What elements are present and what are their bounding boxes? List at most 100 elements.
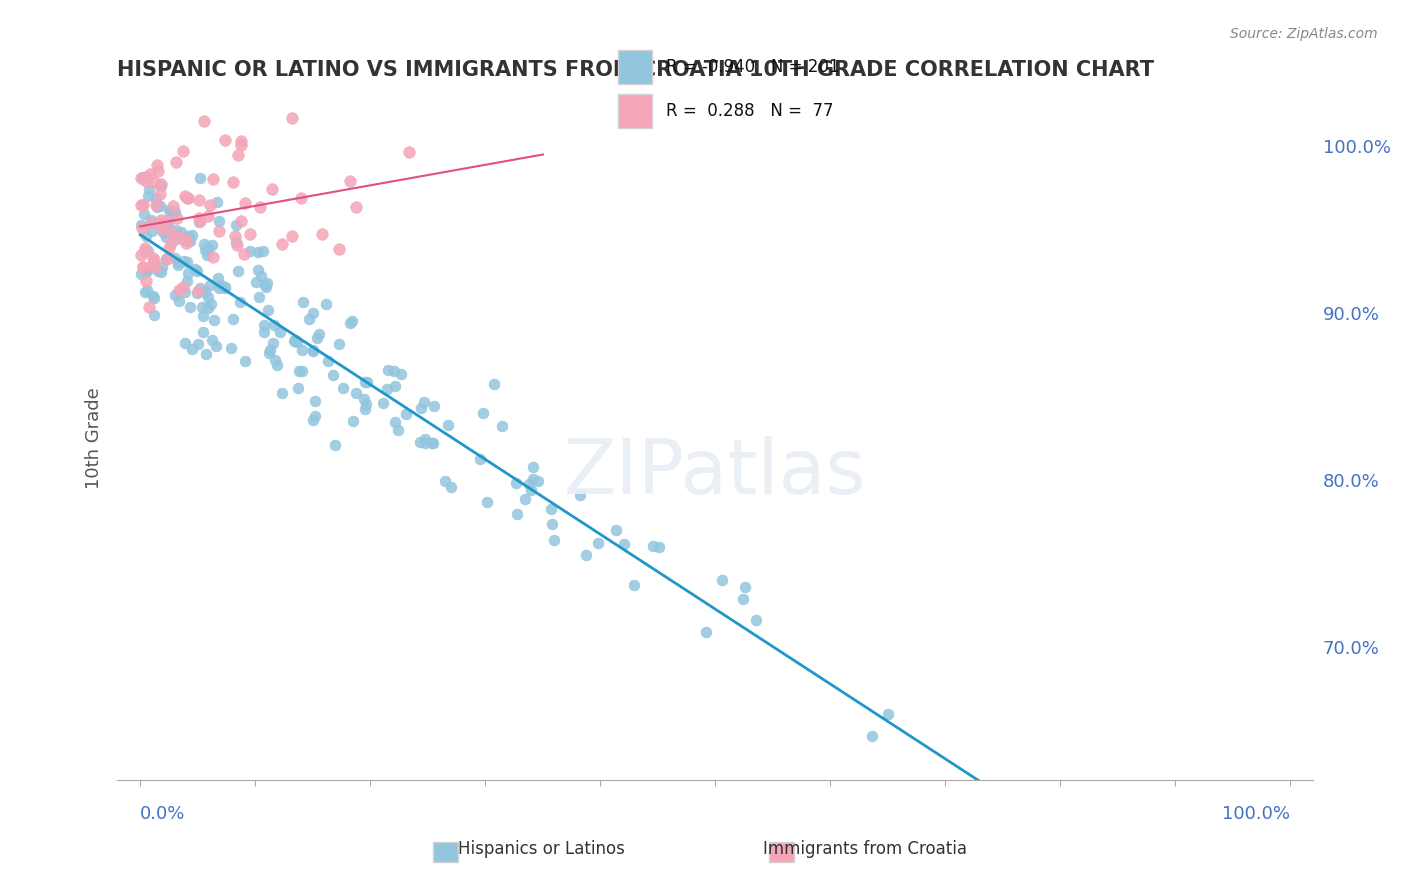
Point: [138, 300, 160, 314]
Point: [256, 302, 278, 317]
Point: [174, 336, 197, 351]
Point: [287, 364, 309, 378]
Point: [262, 336, 284, 351]
Point: [173, 285, 195, 300]
Point: [543, 533, 565, 547]
Point: [304, 394, 326, 409]
Point: [205, 194, 228, 209]
Point: [180, 343, 202, 357]
Point: [165, 154, 187, 169]
Text: ZIPatlas: ZIPatlas: [564, 435, 866, 509]
Point: [136, 264, 159, 278]
Point: [197, 301, 219, 315]
Point: [586, 536, 609, 550]
Point: [149, 212, 172, 227]
Point: [162, 204, 184, 219]
Point: [186, 264, 208, 278]
Point: [354, 397, 377, 411]
Point: [285, 334, 308, 349]
Text: Hispanics or Latinos: Hispanics or Latinos: [458, 840, 624, 858]
Point: [149, 178, 172, 192]
Point: [648, 540, 671, 554]
Point: [389, 367, 412, 381]
Point: [311, 227, 333, 241]
Point: [146, 197, 169, 211]
Point: [207, 270, 229, 285]
Point: [308, 327, 330, 342]
Point: [522, 460, 544, 475]
Point: [159, 203, 181, 218]
Point: [177, 191, 200, 205]
Point: [254, 280, 277, 294]
Point: [167, 284, 190, 298]
Point: [269, 325, 291, 339]
Point: [156, 212, 179, 227]
Point: [193, 236, 215, 251]
Point: [229, 138, 252, 153]
Point: [513, 491, 536, 506]
Point: [162, 227, 184, 241]
Point: [734, 580, 756, 594]
Point: [187, 284, 209, 298]
Point: [188, 211, 211, 225]
Point: [302, 343, 325, 357]
Point: [281, 229, 304, 244]
Point: [139, 216, 162, 230]
Text: Immigrants from Croatia: Immigrants from Croatia: [762, 840, 967, 858]
Point: [287, 381, 309, 395]
Point: [353, 392, 375, 406]
Point: [233, 354, 256, 368]
Point: [176, 233, 198, 247]
Point: [420, 435, 443, 450]
Point: [302, 343, 325, 358]
Point: [569, 487, 592, 501]
Point: [304, 409, 326, 424]
Text: R = -0.940   N = 201: R = -0.940 N = 201: [665, 58, 839, 76]
Point: [209, 277, 232, 292]
Text: 100.0%: 100.0%: [1222, 805, 1291, 823]
FancyBboxPatch shape: [619, 50, 652, 85]
Point: [142, 253, 165, 268]
Point: [695, 625, 717, 640]
Point: [165, 205, 187, 219]
Point: [197, 241, 219, 255]
Point: [384, 364, 406, 378]
Point: [149, 218, 172, 232]
Point: [208, 224, 231, 238]
Point: [159, 204, 181, 219]
Text: 0.0%: 0.0%: [141, 805, 186, 823]
Point: [136, 189, 159, 203]
Point: [860, 730, 883, 744]
Point: [146, 164, 169, 178]
Point: [225, 235, 247, 249]
Point: [316, 353, 339, 368]
Point: [263, 318, 285, 333]
Point: [340, 313, 363, 327]
Point: [172, 144, 194, 158]
Point: [195, 346, 218, 360]
Point: [339, 173, 361, 187]
Text: R =  0.288   N =  77: R = 0.288 N = 77: [665, 102, 834, 120]
Point: [225, 218, 247, 232]
Point: [169, 230, 191, 244]
Point: [135, 264, 157, 278]
Point: [129, 267, 152, 281]
Point: [253, 326, 276, 340]
Point: [266, 358, 288, 372]
Point: [373, 395, 395, 409]
Point: [155, 252, 177, 266]
Point: [132, 207, 155, 221]
Point: [202, 172, 225, 186]
Point: [605, 523, 627, 537]
Point: [332, 381, 354, 395]
Point: [191, 309, 214, 323]
Point: [491, 418, 513, 433]
Point: [540, 501, 562, 516]
Point: [156, 251, 179, 265]
Point: [179, 300, 201, 314]
Point: [291, 364, 314, 378]
Point: [159, 235, 181, 250]
Point: [253, 278, 276, 293]
Point: [162, 199, 184, 213]
Point: [260, 182, 283, 196]
